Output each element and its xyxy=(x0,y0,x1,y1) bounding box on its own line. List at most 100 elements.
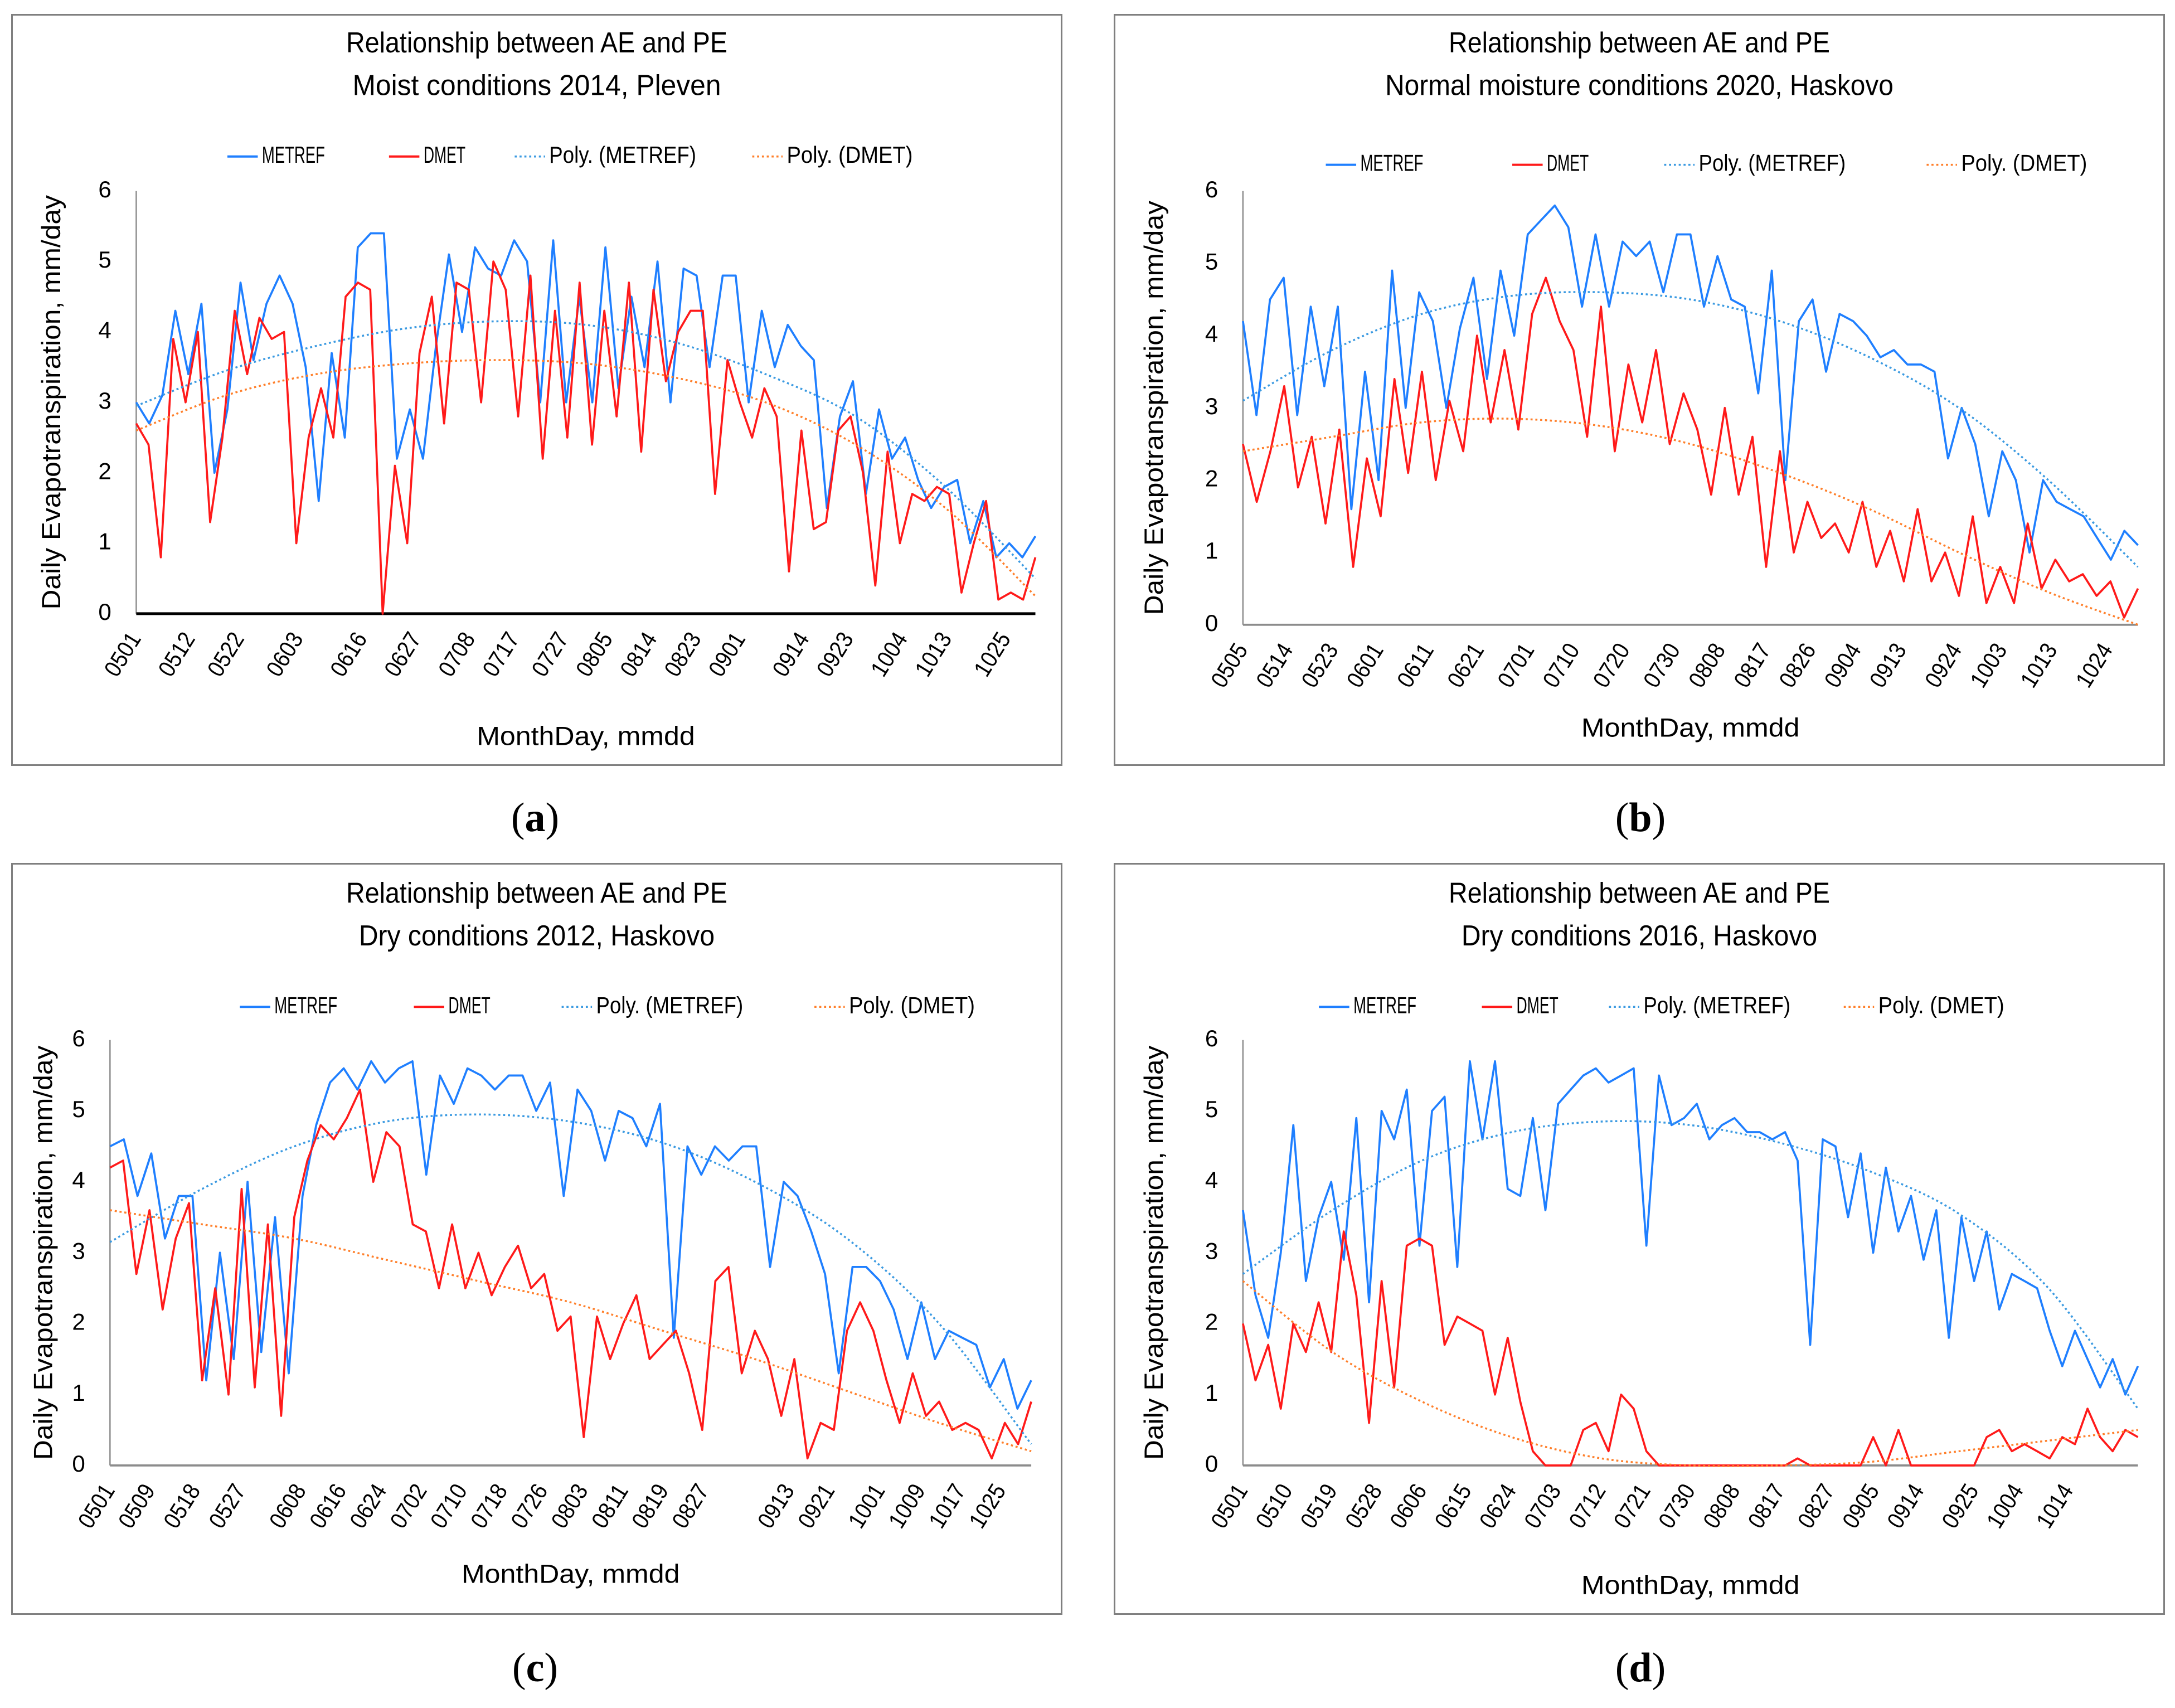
x-tick-label: 1017 xyxy=(924,1479,971,1532)
panel-label-text: d xyxy=(1615,1645,1666,1691)
x-tick-label: 0826 xyxy=(1774,638,1821,692)
chart-svg: Relationship between AE and PE Dry condit… xyxy=(1139,877,2139,1599)
y-tick-label: 6 xyxy=(1205,176,1218,202)
x-tick-label: 0518 xyxy=(158,1479,206,1532)
x-tick-label: 1009 xyxy=(883,1479,930,1532)
legend-label: Poly. (METREF) xyxy=(1643,992,1790,1018)
x-tick-label: 0616 xyxy=(304,1479,352,1532)
x-tick-label: 0814 xyxy=(615,627,662,681)
dmet-line xyxy=(1242,1230,2139,1467)
metref-line xyxy=(1242,1060,2139,1396)
legend-label: Poly. (DMET) xyxy=(1878,992,2004,1018)
legend-item: Poly. (DMET) xyxy=(752,142,912,168)
chart-subtitle: Moist conditions 2014, Pleven xyxy=(352,70,721,102)
x-tick-label: 0817 xyxy=(1729,638,1776,692)
y-tick-label: 1 xyxy=(1205,1380,1218,1406)
y-tick-label: 0 xyxy=(72,1450,85,1477)
x-tick-label: 0703 xyxy=(1519,1479,1566,1532)
legend-item: METREF xyxy=(240,992,337,1018)
chart-svg: Relationship between AE and PE Moist cond… xyxy=(36,27,1037,750)
metref-line xyxy=(1242,204,2139,561)
x-tick-label: 0923 xyxy=(812,627,859,681)
panel-label-text: c xyxy=(512,1645,558,1691)
x-tick-label: 1013 xyxy=(2015,638,2062,692)
y-tick-label: 5 xyxy=(72,1096,85,1122)
dmet-line xyxy=(135,260,1037,615)
x-tick-label: 0702 xyxy=(385,1479,432,1532)
x-tick-label: 0510 xyxy=(1250,1479,1298,1532)
x-tick-label: 0730 xyxy=(1653,1479,1701,1532)
poly-metref-trendline xyxy=(109,1113,1032,1445)
legend-label: DMET xyxy=(424,142,465,168)
x-axis-title: MonthDay, mmdd xyxy=(1581,1570,1800,1599)
legend-label: Poly. (DMET) xyxy=(1961,150,2087,176)
x-tick-label: 0710 xyxy=(425,1479,473,1532)
legend-item: METREF xyxy=(1319,992,1416,1018)
x-tick-label: 0924 xyxy=(1920,638,1967,692)
chart-subtitle: Normal moisture conditions 2020, Haskovo xyxy=(1385,70,1894,102)
poly-metref-trendline xyxy=(1242,1120,2139,1410)
y-axis-title: Daily Evapotranspiration, mm/day xyxy=(1139,201,1168,615)
x-tick-label: 0523 xyxy=(1296,638,1343,692)
x-tick-label: 0710 xyxy=(1537,638,1585,692)
x-tick-label: 0601 xyxy=(1341,638,1388,692)
legend-label: Poly. (METREF) xyxy=(596,992,744,1018)
legend-item: METREF xyxy=(1326,150,1423,176)
x-tick-label: 0717 xyxy=(477,627,525,681)
x-tick-label: 0817 xyxy=(1742,1479,1790,1532)
x-tick-label: 0522 xyxy=(202,627,250,681)
x-tick-label: 0827 xyxy=(667,1479,714,1532)
y-tick-label: 3 xyxy=(72,1238,85,1264)
legend-item: Poly. (METREF) xyxy=(1664,150,1846,176)
x-tick-label: 0901 xyxy=(703,627,751,681)
dmet-line xyxy=(109,1088,1032,1460)
x-tick-label: 0611 xyxy=(1392,638,1439,692)
x-tick-label: 0608 xyxy=(264,1479,312,1532)
x-tick-label: 0501 xyxy=(72,1479,120,1532)
metref-line xyxy=(109,1060,1032,1410)
x-tick-label: 1025 xyxy=(969,627,1016,681)
x-tick-label: 0624 xyxy=(344,1479,392,1532)
x-tick-label: 0905 xyxy=(1837,1479,1885,1532)
poly-dmet-trendline xyxy=(1242,418,2139,626)
x-tick-label: 0726 xyxy=(506,1479,553,1532)
chart-svg: Relationship between AE and PE Dry condit… xyxy=(28,877,1032,1589)
panel-label-c: c xyxy=(512,1644,558,1692)
chart-subtitle: Dry conditions 2016, Haskovo xyxy=(1462,920,1817,952)
dmet-line xyxy=(1242,276,2139,619)
y-tick-label: 4 xyxy=(1205,321,1218,347)
legend-label: Poly. (DMET) xyxy=(849,992,975,1018)
x-tick-label: 0519 xyxy=(1295,1479,1342,1532)
poly-dmet-trendline xyxy=(110,1209,1032,1453)
x-tick-label: 0819 xyxy=(627,1479,674,1532)
panel-label-a: a xyxy=(511,794,559,842)
y-axis-title: Daily Evapotranspiration, mm/day xyxy=(28,1045,57,1460)
y-tick-label: 3 xyxy=(1205,1238,1218,1264)
x-tick-label: 1024 xyxy=(2070,638,2118,692)
legend-label: Poly. (METREF) xyxy=(1699,150,1846,176)
x-tick-label: 0501 xyxy=(99,627,146,681)
legend-item: DMET xyxy=(389,142,465,168)
x-tick-label: 0921 xyxy=(793,1479,840,1532)
x-tick-label: 0627 xyxy=(379,627,426,681)
x-tick-label: 0621 xyxy=(1442,638,1489,692)
x-tick-label: 0730 xyxy=(1638,638,1686,692)
y-tick-label: 1 xyxy=(1205,537,1218,564)
chart-svg: Relationship between AE and PE Normal moi… xyxy=(1139,27,2139,742)
legend-item: DMET xyxy=(414,992,491,1018)
y-tick-label: 1 xyxy=(72,1380,85,1406)
x-tick-label: 0914 xyxy=(1882,1479,1929,1532)
x-tick-label: 0514 xyxy=(1251,638,1298,692)
y-tick-label: 6 xyxy=(72,1025,85,1051)
x-tick-label: 0615 xyxy=(1429,1479,1477,1532)
y-tick-label: 6 xyxy=(1205,1025,1218,1051)
y-tick-label: 5 xyxy=(1205,1096,1218,1122)
x-tick-label: 1004 xyxy=(1981,1479,2028,1532)
chart-title: Relationship between AE and PE xyxy=(1449,27,1830,59)
legend-item: Poly. (METREF) xyxy=(561,992,744,1018)
y-axis-title: Daily Evapotranspiration, mm/day xyxy=(36,195,66,610)
chart-panel-c: Relationship between AE and PE Dry condit… xyxy=(11,863,1062,1615)
legend-label: METREF xyxy=(1353,992,1416,1018)
x-tick-label: 0501 xyxy=(1206,1479,1253,1532)
chart-title: Relationship between AE and PE xyxy=(1449,877,1830,909)
